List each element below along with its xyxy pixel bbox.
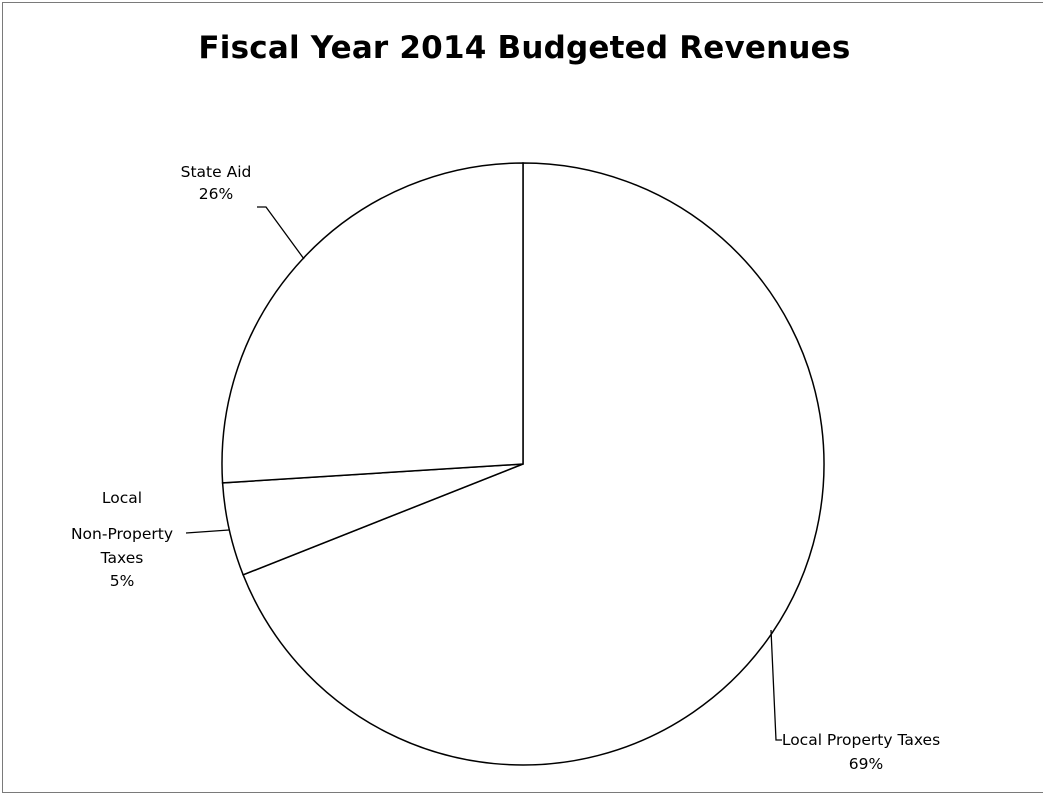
leader-lines xyxy=(185,206,782,741)
label-local-non-property-line2: Non-Property xyxy=(71,525,173,543)
leader-line-local-property xyxy=(770,629,782,741)
pie-slices xyxy=(221,162,825,766)
pie-slice-state-aid xyxy=(221,162,524,484)
label-state-aid-name: State Aid xyxy=(181,163,252,181)
leader-line-local-non-property xyxy=(185,529,230,534)
leader-line-state-aid xyxy=(257,206,305,260)
pie-slice-local-property-taxes xyxy=(242,162,825,766)
label-local-property-name: Local Property Taxes xyxy=(782,731,940,749)
label-local-non-property-percent: 5% xyxy=(110,572,135,590)
chart-title: Fiscal Year 2014 Budgeted Revenues xyxy=(198,30,851,66)
label-local-non-property-line3: Taxes xyxy=(100,549,144,567)
slice-labels: State Aid 26% Local Non-Property Taxes 5… xyxy=(71,163,940,773)
label-state-aid-percent: 26% xyxy=(199,185,233,203)
label-local-non-property-line1: Local xyxy=(102,489,142,507)
label-local-property-percent: 69% xyxy=(849,755,883,773)
